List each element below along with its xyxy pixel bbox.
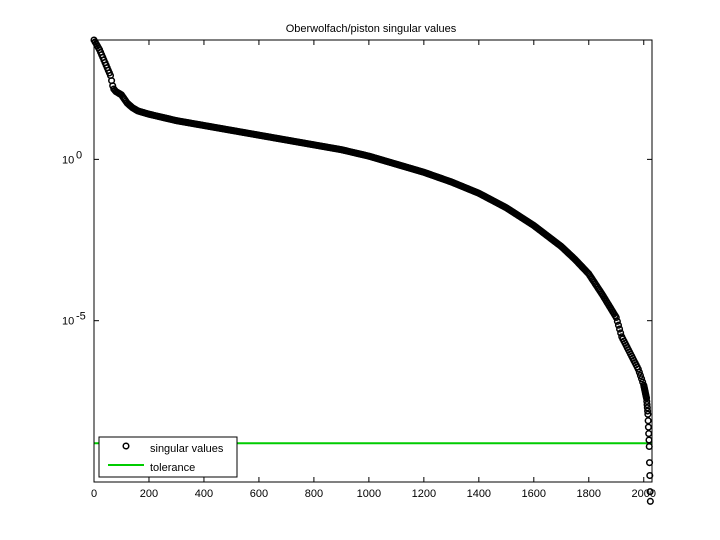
plot-area [90,36,654,505]
data-point [642,394,651,402]
data-point [644,410,652,418]
y-tick-label: 10 [62,154,74,166]
data-point [643,397,651,405]
data-point [612,313,620,322]
y-tick-label: 10 [62,316,74,328]
data-point [635,368,643,376]
x-tick-label: 1600 [522,488,546,500]
x-tick-label: 0 [91,488,97,500]
legend-label-tolerance: tolerance [150,462,195,474]
data-point [644,423,652,431]
x-tick-label: 400 [195,488,213,500]
x-tick-label: 1200 [412,488,436,500]
y-tick-exponent: 0 [76,149,82,161]
x-tick-label: 600 [250,488,268,500]
chart-title: Oberwolfach/piston singular values [286,23,457,35]
x-tick-label: 1800 [577,488,601,500]
legend-label-singular-values: singular values [150,443,224,455]
data-point [634,365,642,373]
data-point [614,321,623,329]
data-point [613,317,621,325]
legend-box [98,436,238,478]
y-tick-exponent: -5 [76,311,86,323]
data-point [646,497,654,505]
data-point [644,417,652,425]
data-point [643,401,651,409]
data-point [617,329,625,337]
legend-marker-singular-values [122,442,130,450]
legend: singular values tolerance [98,436,238,478]
data-point [643,404,651,412]
x-tick-label: 200 [140,488,158,500]
x-tick-label: 1000 [357,488,381,500]
data-point [636,371,645,380]
data-point [638,375,646,383]
data-point [616,325,624,333]
x-tick-label: 800 [305,488,323,500]
data-point [646,488,654,496]
plot-frame [93,39,653,483]
data-point [646,472,654,480]
x-tick-label: 2000 [632,488,656,500]
data-point [644,407,652,415]
x-tick-label: 1400 [467,488,491,500]
